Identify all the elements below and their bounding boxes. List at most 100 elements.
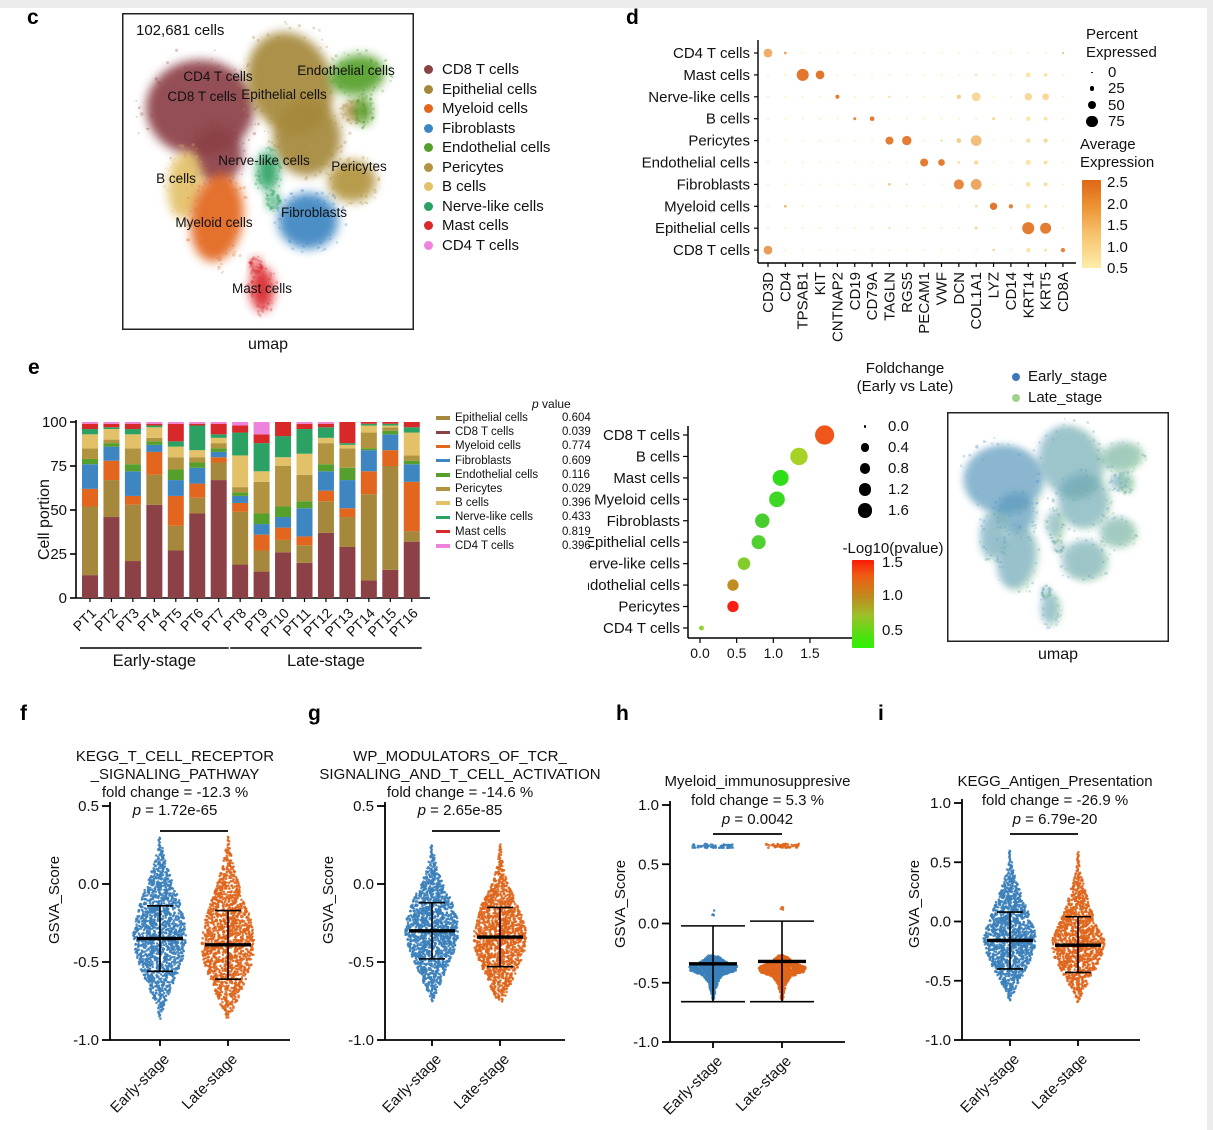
neglog10-tick-label: 1.0 (882, 587, 903, 604)
panel-i-foldchange: fold change = -26.9 % (981, 792, 1129, 809)
svg-text:KRT5: KRT5 (1038, 272, 1055, 310)
dotplot-row-labels: CD4 T cells Mast cells Nerve-like cells B c… (642, 45, 758, 259)
svg-text:75: 75 (50, 458, 67, 475)
pvalue-legend-row: Epithelial cells 0.604 (436, 411, 598, 425)
percent-legend-dot-icon (1084, 86, 1100, 92)
legend-label: Nerve-like cells (442, 197, 544, 215)
legend-label: B cells (455, 497, 489, 510)
pvalue-legend-row: B cells 0.396 (436, 496, 598, 510)
legend-item: CD8 T cells (424, 60, 550, 80)
violin-errorbar (1055, 915, 1101, 974)
legend-label: Epithelial cells (442, 80, 538, 98)
neglog10-legend-title: -Log10(pvalue) (842, 540, 944, 557)
panel-g-header: WP_MODULATORS_OF_TCR_ SIGNALING_AND_T_CE… (310, 748, 610, 820)
violin-dot-clouds (132, 835, 256, 1020)
violin-dot-clouds (404, 843, 528, 1003)
svg-text:B cells: B cells (156, 171, 196, 186)
panel-letter-e: e (28, 356, 40, 379)
percent-legend-label: 25 (1108, 80, 1125, 98)
pvalue-legend-row: Fibroblasts 0.609 (436, 454, 598, 468)
gsva-ylabel-i: GSVA_Score (906, 859, 923, 948)
svg-text:COL1A1: COL1A1 (968, 272, 985, 330)
dotplot-dots (763, 48, 1066, 255)
umap-axis-label-e: umap (1037, 646, 1079, 663)
pvalue-legend-row: Myeloid cells 0.774 (436, 439, 598, 453)
pvalue-legend-row: Endothelial cells 0.116 (436, 468, 598, 482)
legend-label: Mast cells (442, 217, 509, 235)
bar-stacks (82, 422, 420, 598)
violin-xlabels: Early-stage Late-stage (660, 1042, 795, 1118)
svg-text:Fibroblasts: Fibroblasts (677, 176, 750, 193)
legend-line-icon (436, 544, 450, 548)
panel-e-barchart: 0 25 50 75 100 PT1PT2PT3PT4PT5PT6PT7PT8PT9PT1… (42, 414, 430, 670)
umap-cluster-fibroblasts (273, 188, 348, 253)
svg-text:B cells: B cells (706, 111, 750, 128)
foldchange-size-legend: 0.0 0.4 0.8 1.2 1.6 (850, 416, 909, 521)
violin-axes (384, 802, 565, 1041)
svg-text:VWF: VWF (934, 272, 951, 305)
frame-strip-top (0, 0, 1213, 8)
expression-tick-label: 2.5 (1107, 174, 1128, 191)
panel-c-legend: CD8 T cells Epithelial cells Myeloid cells… (424, 60, 550, 255)
legend-dot-icon (424, 201, 433, 211)
svg-text:CD14: CD14 (1003, 272, 1020, 310)
stage-dot-icon (1012, 372, 1020, 381)
legend-label: CD8 T cells (442, 61, 519, 79)
foldchange-size-row: 0.0 (850, 416, 909, 437)
gsva-ylabel-g: GSVA_Score (320, 855, 337, 944)
svg-text:Fibroblasts: Fibroblasts (607, 513, 680, 530)
legend-label: Mast cells (455, 525, 507, 538)
svg-text:Pericytes: Pericytes (331, 159, 387, 174)
legend-label: Pericytes (442, 158, 504, 176)
stage-umap-frame (947, 412, 1169, 642)
svg-text:Endothelial cells: Endothelial cells (588, 577, 680, 594)
svg-text:Epithelial cells: Epithelial cells (588, 534, 680, 551)
violin-dot-clouds (982, 849, 1106, 1004)
svg-text:TPSAB1: TPSAB1 (795, 272, 812, 330)
svg-text:-0.5: -0.5 (73, 954, 99, 971)
svg-text:Myeloid cells: Myeloid cells (175, 215, 253, 230)
panel-d-dotplot: CD4 T cells Mast cells Nerve-like cells B c… (642, 40, 1076, 342)
legend-line-icon (436, 487, 450, 491)
percent-expressed-legend-title: Percent Expressed (1086, 26, 1157, 61)
legend-label: B cells (442, 178, 487, 196)
legend-item: Endothelial cells (424, 138, 550, 158)
legend-dot-icon (424, 65, 433, 75)
size-dot-icon (850, 503, 880, 518)
percent-legend-label: 75 (1108, 113, 1125, 131)
gsva-ylabel-f: GSVA_Score (46, 855, 63, 944)
panel-h-foldchange: fold change = 5.3 % (690, 792, 824, 809)
percent-legend-row: 75 (1084, 113, 1125, 131)
violin-errorbar (137, 905, 183, 973)
legend-dot-icon (424, 162, 433, 172)
legend-line-icon (436, 515, 450, 520)
expression-tick-label: 0.5 (1107, 260, 1128, 277)
violin-axes (961, 799, 1140, 1041)
svg-text:Myeloid cells: Myeloid cells (664, 198, 750, 215)
svg-text:Fibroblasts: Fibroblasts (281, 205, 347, 220)
umap-frame (122, 13, 414, 330)
p-value-header: p value (532, 397, 571, 411)
svg-text:CD79A: CD79A (864, 272, 881, 320)
violin-plot-g: 0.5 0.0 -0.5 -1.0 Early-stage Late-stage (348, 798, 565, 1116)
svg-text:0.5: 0.5 (727, 645, 747, 661)
panel-h-pvalue: p = 0.0042 (721, 811, 794, 828)
svg-text:Epithelial cells: Epithelial cells (241, 87, 327, 102)
svg-text:50: 50 (50, 502, 67, 519)
svg-text:Late-stage: Late-stage (287, 652, 365, 670)
legend-pvalue: 0.819 (562, 525, 591, 538)
svg-text:Pericytes: Pericytes (688, 133, 750, 150)
violin-errorbar (409, 901, 455, 960)
panel-c-umap: CD4 T cells CD8 T cells Epithelial cells En… (122, 13, 414, 330)
svg-text:1.0: 1.0 (764, 645, 784, 661)
violin-errorbar (987, 911, 1033, 970)
panel-i-header: KEGG_Antigen_Presentation fold change = … (900, 772, 1210, 829)
svg-text:CD4 T cells: CD4 T cells (183, 69, 253, 84)
svg-text:Pericytes: Pericytes (618, 599, 680, 616)
size-label: 0.4 (888, 439, 909, 456)
legend-item: Epithelial cells (424, 80, 550, 100)
panel-i-pvalue: p = 6.79e-20 (1012, 811, 1098, 828)
stage-umap-clusters (959, 418, 1148, 630)
